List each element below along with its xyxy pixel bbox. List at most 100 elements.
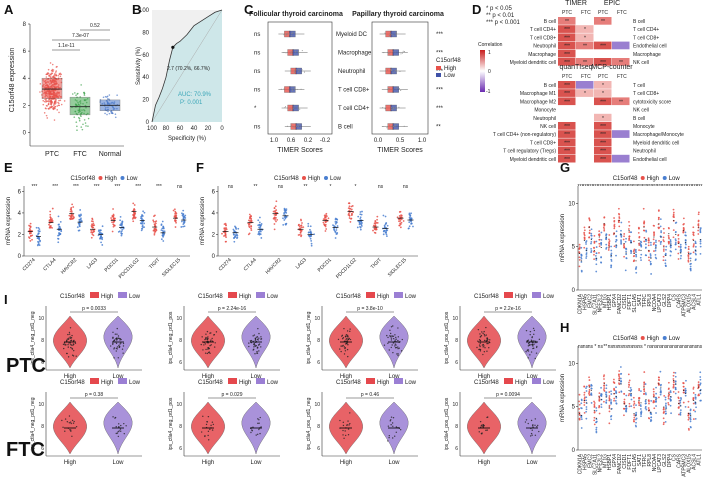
panel-c-point [393, 71, 395, 73]
panel-c-point [392, 89, 394, 91]
panel-c-left-tick: 1.0 [270, 138, 279, 144]
panel-h-point-high [612, 381, 615, 383]
panel-i-ftc-point [342, 421, 345, 424]
panel-e-point-high [93, 224, 96, 227]
panel-a-point [46, 73, 48, 76]
panel-c-point [303, 71, 305, 73]
panel-g-point-low [680, 254, 682, 257]
panel-f-point-low [257, 219, 260, 222]
panel-i-legend-high: High [515, 380, 527, 386]
panel-b-xlabel: Specificity (%) [168, 136, 206, 142]
panel-h-point-low [585, 396, 588, 399]
panel-i-ptc-point [390, 337, 393, 339]
panel-e-point-low [120, 230, 123, 233]
panel-i-ftc-point [344, 434, 347, 437]
panel-i-legend-low-swatch [118, 292, 127, 298]
panel-i-legend-low-swatch [532, 378, 541, 384]
panel-g-point-low [630, 252, 632, 255]
panel-g-legend-high: High [647, 176, 659, 182]
panel-i-ptc-point [206, 339, 209, 341]
panel-a-point [56, 109, 59, 111]
panel-a-point [47, 68, 50, 71]
panel-i-ftc-point [62, 426, 64, 429]
panel-c-point [292, 126, 294, 128]
panel-c-box-low [392, 49, 399, 56]
panel-e-point-high [51, 207, 54, 210]
panel-f-point-low [307, 225, 310, 228]
panel-h-point-low [629, 390, 632, 393]
panel-c-point [391, 125, 393, 127]
panel-a-point [51, 105, 54, 108]
panel-i-ftc-point [69, 421, 72, 423]
panel-g-gene: GLS2 [662, 294, 668, 307]
panel-c-point [391, 69, 393, 71]
panel-i-ptc-point [529, 333, 531, 336]
panel-i-ftc-point [343, 437, 345, 439]
panel-e-point-low [183, 225, 186, 228]
panel-e-point-high [152, 220, 155, 223]
panel-i-ftc-ytick: 8 [317, 424, 320, 430]
panel-f-point-low [283, 207, 286, 210]
panel-h-point-low [645, 393, 647, 396]
panel-f-point-high [376, 215, 379, 218]
panel-f-point-low [282, 223, 285, 226]
panel-g-gene: ATL1 [697, 294, 703, 306]
panel-e-point-high [92, 229, 95, 232]
panel-h-point-low [635, 404, 637, 406]
panel-h-point-high [668, 391, 670, 394]
panel-a-point [76, 129, 78, 131]
panel-a-xtick-ptc: PTC [45, 151, 59, 158]
panel-i-ftc-point [114, 417, 116, 419]
panel-f-point-high [372, 229, 374, 232]
panel-h-point-low [694, 393, 697, 396]
panel-d-timer-cell [558, 25, 576, 33]
panel-g-point-low [679, 248, 682, 251]
panel-e-point-low [79, 209, 82, 211]
panel-d-quantiseq-cell [576, 81, 594, 89]
panel-f-point-high [350, 205, 353, 208]
panel-d-quantiseq-row: T cell CD8+ [530, 140, 556, 146]
panel-i-ftc-point [73, 420, 75, 423]
panel-e-point-low [183, 221, 186, 224]
panel-g-point-high [638, 244, 641, 247]
panel-i-ptc-point [63, 347, 65, 350]
panel-h-point-high [578, 407, 581, 410]
panel-e-point-low [58, 232, 60, 234]
panel-h-point-high [638, 404, 641, 407]
panel-i-ptc-point [203, 344, 205, 346]
panel-f-point-high [274, 211, 277, 214]
panel-i-ptc-point [347, 344, 349, 346]
panel-e-point-low [36, 244, 39, 247]
panel-f-point-high [273, 207, 276, 210]
panel-g-point-low [699, 230, 702, 233]
panel-i-ptc-point [392, 325, 394, 327]
panel-d-timer-cell [576, 17, 594, 25]
panel-h-point-low [620, 380, 623, 383]
panel-g-sig: *** [657, 184, 663, 190]
panel-a-point [39, 91, 41, 93]
panel-h-point-high [648, 400, 650, 403]
panel-a-point [57, 74, 60, 77]
panel-e-point-low [182, 209, 185, 212]
panel-g-point-high [598, 245, 601, 248]
panel-h-sig: ns [677, 344, 683, 350]
panel-c-point [298, 70, 300, 72]
panel-g-point-high [578, 265, 581, 268]
panel-i-ftc-ytick: 8 [179, 424, 182, 430]
panel-c-point [394, 107, 396, 109]
panel-a-pval-2: 7.3e-07 [72, 33, 89, 39]
panel-i-ptc-point [71, 334, 73, 337]
panel-f-point-low [282, 217, 284, 220]
panel-i-ptc-point [341, 335, 343, 337]
panel-h-point-low [699, 371, 702, 374]
panel-i-ptc-point [383, 344, 386, 346]
panel-d-timer-title: TIMER [565, 0, 587, 7]
panel-g-point-high [632, 240, 635, 243]
panel-i-ftc-point [390, 424, 392, 426]
panel-d-mcp-cell [612, 105, 630, 114]
panel-h-sig: ns [662, 344, 668, 350]
panel-i-ptc-point [256, 336, 259, 338]
panel-g-sig: *** [662, 184, 668, 190]
panel-b-xtick: 100 [147, 126, 158, 132]
panel-c-point [402, 50, 404, 52]
